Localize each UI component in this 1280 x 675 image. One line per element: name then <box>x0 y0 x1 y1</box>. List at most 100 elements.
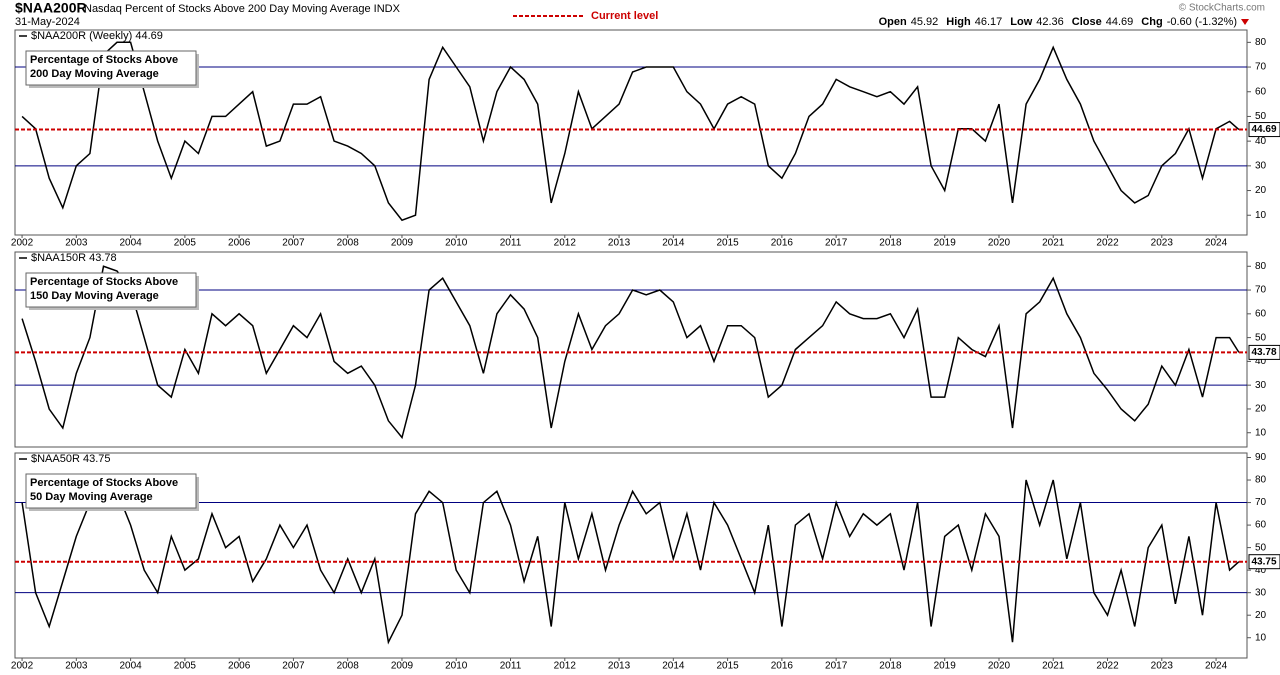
y-tick-label: 40 <box>1255 356 1267 367</box>
x-tick-label: 2007 <box>282 238 305 249</box>
y-tick-label: 50 <box>1255 332 1267 343</box>
quote-label: High <box>946 16 971 28</box>
quote-label: Open <box>879 16 907 28</box>
current-level-badge <box>1248 344 1280 360</box>
x-tick-label: 2022 <box>1096 238 1119 249</box>
current-level-label: 44.69 <box>1251 124 1276 135</box>
quote-value: 45.92 <box>911 16 939 28</box>
panel-frame <box>14 251 1248 448</box>
current-level-label: 43.78 <box>1251 347 1276 358</box>
quote-label: Close <box>1072 16 1102 28</box>
annotation-text: Percentage of Stocks Above <box>30 477 178 489</box>
description: Nasdaq Percent of Stocks Above 200 Day M… <box>84 3 401 15</box>
x-tick-label: 2011 <box>500 238 522 249</box>
y-tick-label: 30 <box>1255 380 1267 391</box>
y-tick-label: 20 <box>1255 404 1267 415</box>
y-tick-label: 40 <box>1255 136 1267 147</box>
quote-value: 46.17 <box>975 16 1003 28</box>
quote: Open 45.92 High 46.17 Low 42.36 Close 44.69 Chg -… <box>879 16 1237 28</box>
y-tick-label: 80 <box>1255 475 1267 486</box>
x-tick-label: 2010 <box>445 661 468 672</box>
annotation-box <box>25 272 197 308</box>
x-tick-label: 2005 <box>174 238 197 249</box>
x-tick-label: 2008 <box>337 661 360 672</box>
x-tick-label: 2022 <box>1096 661 1119 672</box>
current-level-badge <box>1248 122 1280 138</box>
annotation-text: Percentage of Stocks Above <box>30 276 178 288</box>
x-tick-label: 2006 <box>228 661 251 672</box>
x-tick-label: 2016 <box>771 661 794 672</box>
annotation-text: 200 Day Moving Average <box>30 68 159 80</box>
x-tick-label: 2009 <box>391 661 414 672</box>
data-line <box>21 41 1240 222</box>
annotation-box <box>25 50 197 86</box>
y-tick-label: 20 <box>1255 185 1267 196</box>
x-tick-label: 2004 <box>119 238 142 249</box>
y-tick-label: 60 <box>1255 308 1267 319</box>
current-level-badge <box>1248 554 1280 570</box>
x-tick-label: 2014 <box>662 661 685 672</box>
panel-label: $NAA150R 43.78 <box>31 252 117 264</box>
legend-label: Current level <box>591 10 658 22</box>
panel-label: $NAA50R 43.75 <box>31 453 111 465</box>
x-tick-label: 2017 <box>825 238 848 249</box>
symbol: $NAA200R <box>15 0 87 16</box>
x-tick-label: 2024 <box>1205 238 1228 249</box>
panel-label: $NAA200R (Weekly) 44.69 <box>31 30 163 42</box>
quote-value: -0.60 (-1.32%) <box>1167 16 1237 28</box>
x-tick-label: 2006 <box>228 238 251 249</box>
quote-value: 42.36 <box>1036 16 1064 28</box>
x-tick-label: 2014 <box>662 238 685 249</box>
x-tick-label: 2019 <box>934 238 957 249</box>
x-tick-label: 2003 <box>65 238 88 249</box>
annotation-text: Percentage of Stocks Above <box>30 54 178 66</box>
y-tick-label: 30 <box>1255 587 1267 598</box>
credit: © StockCharts.com <box>1179 3 1265 14</box>
panel-frame <box>14 452 1248 659</box>
y-tick-label: 10 <box>1255 632 1267 643</box>
x-tick-label: 2004 <box>119 661 142 672</box>
quote-value: 44.69 <box>1106 16 1134 28</box>
x-tick-label: 2017 <box>825 661 848 672</box>
x-tick-label: 2019 <box>934 661 957 672</box>
annotation-text: 50 Day Moving Average <box>30 491 153 503</box>
x-tick-label: 2002 <box>11 238 34 249</box>
annotation-box <box>25 473 197 509</box>
x-tick-label: 2018 <box>879 661 902 672</box>
x-tick-label: 2009 <box>391 238 414 249</box>
data-line <box>21 265 1240 440</box>
change-arrow <box>1241 19 1249 25</box>
x-tick-label: 2003 <box>65 661 88 672</box>
x-tick-label: 2020 <box>988 661 1011 672</box>
y-tick-label: 80 <box>1255 261 1267 272</box>
y-tick-label: 80 <box>1255 37 1267 48</box>
y-tick-label: 70 <box>1255 62 1267 73</box>
x-tick-label: 2023 <box>1151 238 1174 249</box>
quote-label: Chg <box>1141 16 1162 28</box>
y-tick-label: 70 <box>1255 497 1267 508</box>
x-tick-label: 2012 <box>554 661 577 672</box>
y-tick-label: 30 <box>1255 160 1267 171</box>
x-tick-label: 2007 <box>282 661 305 672</box>
x-tick-label: 2013 <box>608 661 631 672</box>
x-tick-label: 2024 <box>1205 661 1228 672</box>
x-tick-label: 2020 <box>988 238 1011 249</box>
x-tick-label: 2010 <box>445 238 468 249</box>
x-tick-label: 2013 <box>608 238 631 249</box>
x-tick-label: 2018 <box>879 238 902 249</box>
panel-frame <box>14 29 1248 236</box>
x-tick-label: 2015 <box>716 661 739 672</box>
y-tick-label: 50 <box>1255 542 1267 553</box>
y-tick-label: 90 <box>1255 452 1267 463</box>
x-tick-label: 2015 <box>716 238 739 249</box>
date: 31-May-2024 <box>15 16 80 28</box>
x-tick-label: 2002 <box>11 661 34 672</box>
x-tick-label: 2012 <box>554 238 577 249</box>
data-line <box>21 478 1240 645</box>
x-tick-label: 2021 <box>1042 661 1065 672</box>
y-tick-label: 60 <box>1255 520 1267 531</box>
y-tick-label: 50 <box>1255 111 1267 122</box>
y-tick-label: 10 <box>1255 427 1267 438</box>
current-level-label: 43.75 <box>1251 556 1276 567</box>
